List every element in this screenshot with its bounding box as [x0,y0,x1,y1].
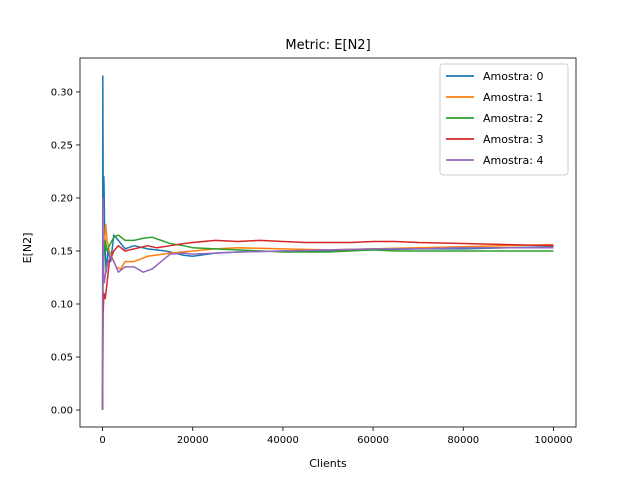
x-tick-label: 40000 [267,435,299,446]
y-tick-label: 0.20 [51,193,73,204]
legend-label-amostra-1: Amostra: 1 [483,91,543,104]
y-tick-label: 0.00 [51,406,73,417]
legend-label-amostra-2: Amostra: 2 [483,112,543,125]
series-line-amostra-3 [101,239,554,411]
y-tick-label: 0.15 [51,246,73,257]
x-axis-title: Clients [309,457,347,470]
y-tick-label: 0.05 [51,353,73,364]
y-tick-label: 0.10 [51,300,73,311]
x-tick-label: 0 [99,435,105,446]
x-tick-label: 100000 [534,435,572,446]
axes-layer: 0 20000 40000 60000 80000 100000 0.00 0.05 0.10 0… [51,57,577,446]
x-tick-label: 60000 [357,435,389,446]
legend-label-amostra-3: Amostra: 3 [483,133,543,146]
series-line-amostra-2 [101,234,554,411]
legend-label-amostra-4: Amostra: 4 [483,154,543,167]
y-axis-title: E[N2] [21,233,34,264]
chart-title: Metric: E[N2] [285,38,370,53]
legend: Amostra: 0 Amostra: 1 Amostra: 2 Amostra: 3… [439,63,569,176]
x-tick-label: 80000 [447,435,479,446]
y-tick-label: 0.25 [51,140,73,151]
legend-box [439,63,569,176]
legend-label-amostra-0: Amostra: 0 [483,70,543,83]
series-layer [101,75,554,411]
x-tick-label: 20000 [177,435,209,446]
series-line-amostra-4 [101,197,554,411]
axes-frame [79,57,577,428]
y-tick-label: 0.30 [51,87,73,98]
